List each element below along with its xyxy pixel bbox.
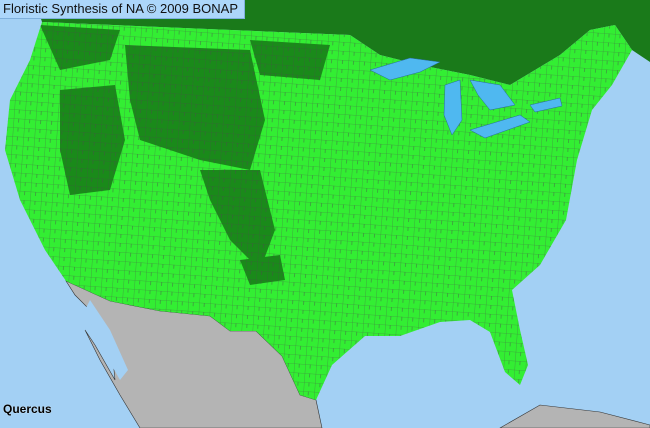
canada-region bbox=[35, 0, 650, 85]
taxon-label: Quercus bbox=[3, 402, 52, 416]
gulf-of-california bbox=[85, 300, 128, 380]
cuba-island bbox=[499, 404, 650, 428]
map-title: Floristic Synthesis of NA © 2009 BONAP bbox=[0, 0, 246, 19]
great-lakes bbox=[369, 57, 563, 139]
